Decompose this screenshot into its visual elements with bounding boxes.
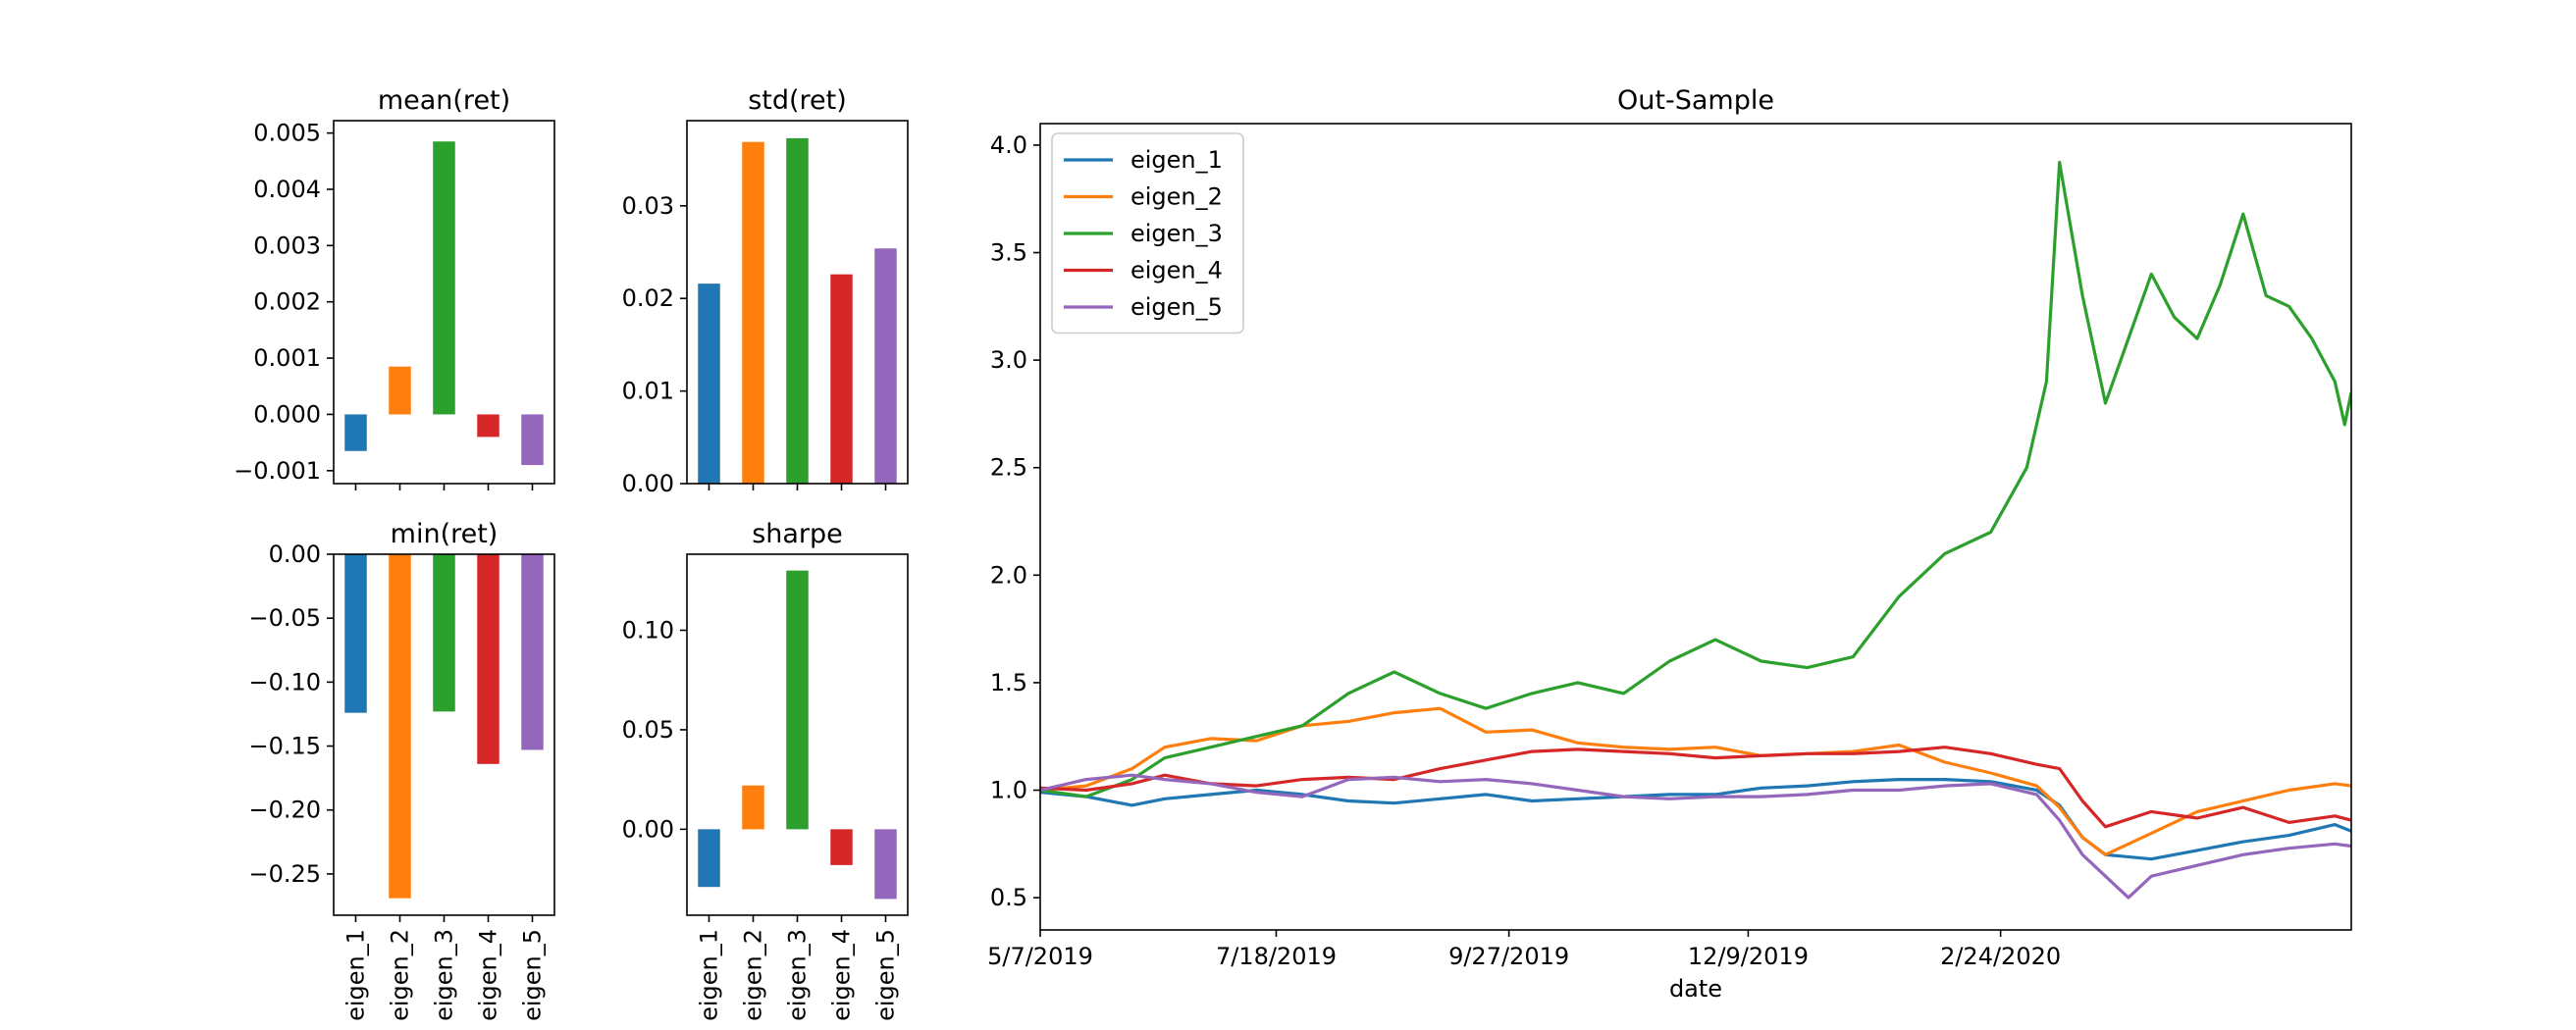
x-tick-label: 5/7/2019	[987, 943, 1093, 970]
x-tick-label: eigen_5	[872, 929, 900, 1021]
y-tick-label: −0.25	[248, 860, 321, 888]
series-line-eigen_1	[1040, 777, 2351, 861]
bar-eigen_5	[521, 554, 544, 750]
y-tick-label: 0.001	[253, 344, 321, 372]
bar-eigen_2	[742, 141, 764, 485]
legend-label: eigen_5	[1130, 293, 1223, 321]
x-tick-label: eigen_3	[784, 929, 812, 1021]
bar-eigen_4	[830, 829, 853, 865]
bar-eigen_1	[698, 829, 720, 888]
bar-panel-1: std(ret) 0.00 0.01 0.02 0.03	[622, 85, 909, 497]
y-tick-label: −0.001	[234, 457, 321, 485]
legend-label: eigen_1	[1130, 146, 1223, 174]
y-tick-label: 1.0	[990, 777, 1027, 804]
y-tick-label: 3.0	[990, 346, 1027, 374]
legend-box	[1051, 132, 1244, 335]
x-tick-label: eigen_1	[696, 929, 723, 1021]
bar-eigen_3	[433, 141, 455, 415]
y-tick-label: 0.00	[622, 815, 674, 843]
bar-eigen_4	[477, 554, 499, 764]
y-tick-label: −0.05	[248, 604, 321, 632]
y-tick-label: −0.15	[248, 733, 321, 760]
y-tick-label: −0.20	[248, 797, 321, 824]
axes-frame	[333, 553, 555, 916]
y-tick-label: 2.0	[990, 561, 1027, 589]
x-tick-label: eigen_5	[519, 929, 547, 1021]
panel-title: std(ret)	[748, 85, 847, 116]
x-axis-label: date	[1669, 975, 1722, 1003]
axes-frame	[333, 120, 555, 485]
bar-eigen_1	[698, 283, 720, 484]
axes-frame	[686, 120, 909, 485]
legend-label: eigen_4	[1130, 257, 1223, 284]
x-tick-label: eigen_2	[740, 929, 767, 1021]
y-tick-label: 0.02	[622, 284, 674, 312]
y-tick-label: 0.000	[253, 400, 321, 428]
legend: eigen_1 eigen_2 eigen_3 eigen_4 eigen_5	[1051, 132, 1244, 335]
x-tick-label: 9/27/2019	[1448, 943, 1569, 970]
chart-title: Out-Sample	[1617, 85, 1774, 116]
y-tick-label: 1.5	[990, 669, 1027, 696]
legend-label: eigen_3	[1130, 220, 1223, 247]
panel-title: min(ret)	[391, 519, 499, 549]
bar-eigen_4	[830, 274, 853, 484]
y-tick-label: 0.05	[622, 716, 674, 744]
bar-eigen_5	[874, 829, 897, 900]
x-tick-label: eigen_1	[342, 929, 370, 1021]
bar-eigen_2	[742, 785, 764, 830]
bar-eigen_4	[477, 414, 499, 438]
bar-eigen_1	[344, 554, 367, 713]
y-tick-label: 0.10	[622, 616, 674, 644]
x-tick-label: 2/24/2020	[1940, 943, 2061, 970]
y-tick-label: 2.5	[990, 454, 1027, 482]
bar-eigen_5	[521, 414, 544, 466]
y-tick-label: 0.5	[990, 884, 1027, 911]
series-group	[1040, 160, 2351, 900]
y-tick-label: 0.03	[622, 192, 674, 220]
x-tick-label: eigen_3	[431, 929, 458, 1021]
bar-eigen_2	[389, 554, 411, 899]
x-tick-label: 7/18/2019	[1216, 943, 1337, 970]
bar-eigen_5	[874, 248, 897, 484]
panel-title: sharpe	[752, 519, 843, 549]
bar-panel-0: mean(ret) −0.001 0.000 0.001 0.002 0.003 0.004…	[234, 85, 555, 490]
series-line-eigen_4	[1040, 746, 2351, 829]
bar-panel-3: sharpe eigen_1 eigen_2 eigen_3 eigen_4 eigen_…	[622, 519, 909, 1021]
y-tick-label: 0.00	[269, 541, 321, 568]
bar-panel-2: min(ret) eigen_1 eigen_2 eigen_3 eigen_4 eige…	[248, 519, 555, 1021]
bar-eigen_1	[344, 414, 367, 451]
y-tick-label: −0.10	[248, 668, 321, 695]
y-tick-label: 0.002	[253, 288, 321, 316]
axes-frame	[1039, 123, 2352, 931]
axes-frame	[686, 553, 909, 916]
series-line-eigen_2	[1040, 706, 2351, 856]
x-tick-label: 12/9/2019	[1688, 943, 1809, 970]
y-tick-label: 0.003	[253, 232, 321, 259]
x-tick-label: eigen_4	[475, 929, 502, 1021]
y-tick-label: 0.004	[253, 176, 321, 203]
y-tick-label: 3.5	[990, 239, 1027, 267]
panel-title: mean(ret)	[378, 85, 510, 116]
y-tick-label: 0.00	[622, 470, 674, 497]
series-line-eigen_5	[1040, 773, 2351, 900]
line-panel: Out-Sample 0.5 1.0 1.5 2.0 2.5 3.0 3.5 4.0 5/7/20…	[987, 85, 2352, 1003]
y-tick-label: 0.005	[253, 120, 321, 147]
bar-eigen_3	[786, 137, 809, 485]
x-tick-label: eigen_2	[387, 929, 414, 1021]
bar-eigen_3	[433, 554, 455, 712]
legend-label: eigen_2	[1130, 183, 1223, 211]
x-tick-label: eigen_4	[828, 929, 856, 1021]
bar-eigen_3	[786, 570, 809, 830]
y-tick-label: 0.01	[622, 378, 674, 405]
bar-eigen_2	[389, 366, 411, 415]
y-tick-label: 4.0	[990, 131, 1027, 159]
series-line-eigen_3	[1040, 160, 2351, 798]
